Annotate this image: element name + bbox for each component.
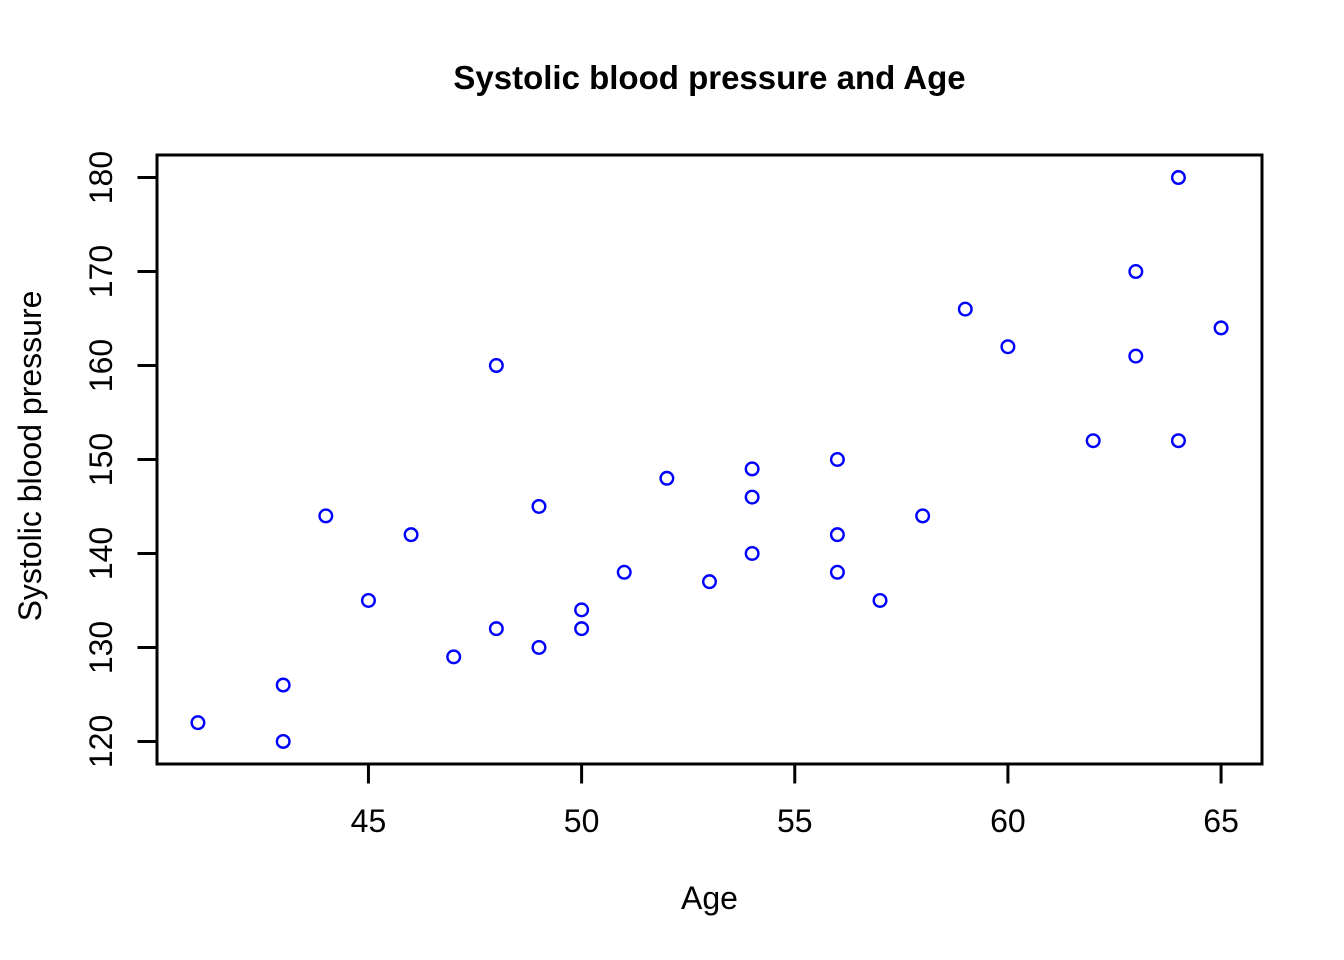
data-point (360, 592, 376, 608)
y-tick-label: 170 (83, 245, 119, 298)
data-point (488, 621, 504, 637)
y-tick-label: 150 (83, 433, 119, 486)
data-point (872, 592, 888, 608)
y-tick-label: 180 (83, 151, 119, 204)
data-point (829, 527, 845, 543)
data-point (1085, 433, 1101, 449)
x-tick-label: 55 (777, 803, 813, 839)
y-tick-label: 160 (83, 339, 119, 392)
data-point (318, 508, 334, 524)
data-point (616, 564, 632, 580)
data-point (574, 621, 590, 637)
data-point (190, 715, 206, 731)
plot-border (155, 153, 1264, 766)
chart-title: Systolic blood pressure and Age (453, 59, 966, 96)
data-point (702, 574, 718, 590)
data-point (744, 545, 760, 561)
data-point (957, 301, 973, 317)
data-point (403, 527, 419, 543)
y-axis-label: Systolic blood pressure (12, 290, 48, 622)
data-point (531, 639, 547, 655)
x-tick-label: 65 (1203, 803, 1239, 839)
x-tick-label: 50 (564, 803, 600, 839)
data-point (275, 733, 291, 749)
y-tick-label: 130 (83, 621, 119, 674)
data-point (829, 452, 845, 468)
x-axis-label: Age (681, 880, 738, 916)
x-tick-label: 60 (990, 803, 1026, 839)
data-point (1000, 339, 1016, 355)
data-point (275, 677, 291, 693)
data-point (1213, 320, 1229, 336)
data-point (1128, 348, 1144, 364)
y-tick-label: 120 (83, 715, 119, 768)
data-point (744, 489, 760, 505)
data-point (1170, 170, 1186, 186)
data-point (488, 358, 504, 374)
data-point (574, 602, 590, 618)
data-point (744, 461, 760, 477)
x-tick-label: 45 (351, 803, 387, 839)
data-point (915, 508, 931, 524)
data-point (1128, 264, 1144, 280)
data-point (531, 498, 547, 514)
y-tick-label: 140 (83, 527, 119, 580)
data-point (829, 564, 845, 580)
data-point (659, 470, 675, 486)
data-point (1170, 433, 1186, 449)
data-point (446, 649, 462, 665)
